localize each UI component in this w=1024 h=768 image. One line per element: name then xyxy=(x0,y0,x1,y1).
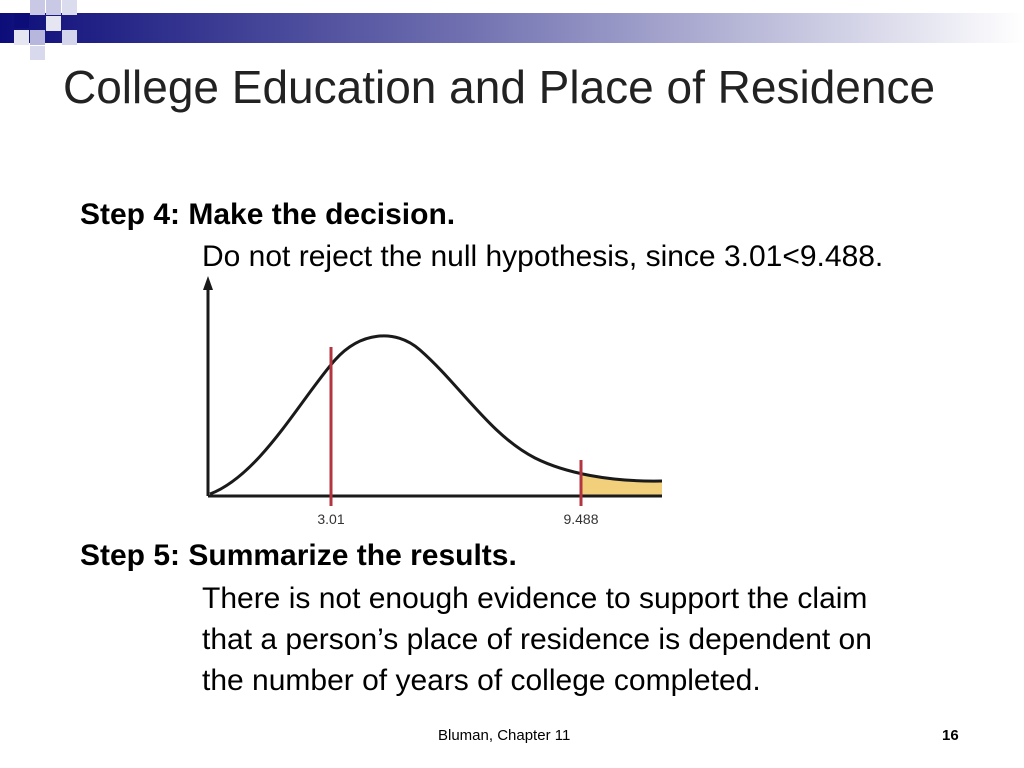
deco-square xyxy=(46,0,61,15)
distribution-curve xyxy=(209,334,663,496)
deco-square xyxy=(62,0,77,15)
tick-label-test-value: 3.01 xyxy=(317,511,344,527)
step4-body: Do not reject the null hypothesis, since… xyxy=(202,240,884,273)
deco-square xyxy=(30,30,45,45)
step4-heading: Step 4: Make the decision. xyxy=(80,198,456,231)
step5-body-line1: There is not enough evidence to support … xyxy=(202,582,868,615)
footer-text: Bluman, Chapter 11 xyxy=(438,727,571,744)
chi-square-distribution-graph: 3.01 9.488 xyxy=(203,276,663,527)
deco-square xyxy=(62,30,77,45)
step5-body-line3: the number of years of college completed… xyxy=(202,664,761,697)
tick-label-critical-value: 9.488 xyxy=(563,511,598,527)
step5-heading: Step 5: Summarize the results. xyxy=(80,539,517,572)
page-number: 16 xyxy=(942,727,959,744)
step5-body-line2: that a person’s place of residence is de… xyxy=(202,623,872,656)
deco-square xyxy=(14,30,29,45)
deco-square xyxy=(46,16,61,31)
y-axis-arrow xyxy=(203,276,213,290)
slide-title: College Education and Place of Residence xyxy=(63,61,936,113)
header-decoration xyxy=(0,0,1024,60)
deco-square xyxy=(14,13,29,28)
deco-square xyxy=(30,0,45,15)
header-gradient-bar xyxy=(0,13,1024,43)
deco-square xyxy=(30,46,45,60)
